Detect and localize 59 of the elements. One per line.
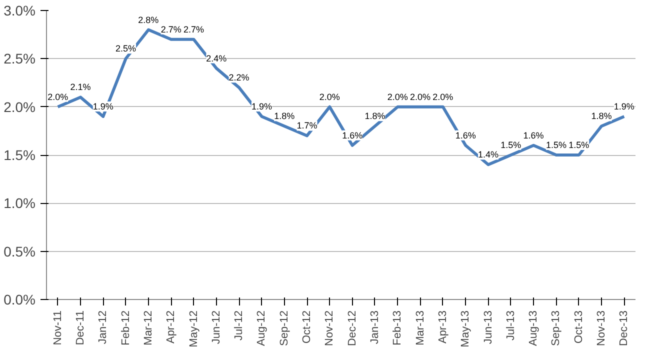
x-tick-label: Mar-12 <box>142 310 154 346</box>
x-tick-label: May-13 <box>460 310 472 348</box>
x-tick-label: Dec-12 <box>346 310 358 346</box>
x-tick-label: Jun-13 <box>482 310 494 344</box>
y-tick-label: 1.5% <box>4 147 36 163</box>
data-label: 1.6% <box>342 130 363 140</box>
x-tick-label: Mar-13 <box>414 310 426 346</box>
data-label: 2.0% <box>387 92 408 102</box>
x-tick-label: Jan-12 <box>97 310 110 344</box>
y-tick-label: 0.5% <box>4 243 36 260</box>
data-label: 1.5% <box>500 140 522 150</box>
x-tick-label: Oct-13 <box>572 310 585 344</box>
x-tick-label: Dec-11 <box>74 310 86 346</box>
y-tick-label: 0.0% <box>4 292 36 308</box>
x-tick-label: Jul-12 <box>233 310 246 340</box>
x-tick-label: Dec-13 <box>618 310 630 346</box>
data-label: 2.2% <box>228 72 250 83</box>
data-label: 1.7% <box>296 120 318 131</box>
data-label: 2.4% <box>206 53 227 64</box>
data-label: 2.7% <box>160 24 182 34</box>
data-label: 1.5% <box>568 140 590 150</box>
data-label: 2.0% <box>432 92 454 102</box>
data-label: 2.0% <box>48 92 68 102</box>
x-tick-label: Nov-11 <box>52 310 64 346</box>
data-label: 2.0% <box>410 92 431 102</box>
x-tick-label: Nov-12 <box>324 310 336 346</box>
data-label: 1.8% <box>591 111 612 122</box>
data-label: 2.1% <box>70 82 91 92</box>
x-tick-label: Jul-13 <box>504 310 517 340</box>
data-label: 1.9% <box>614 101 634 112</box>
x-tick-label: Sep-13 <box>550 310 562 346</box>
y-tick-label: 2.0% <box>4 98 36 115</box>
x-tick-label: Jan-13 <box>368 310 381 344</box>
data-label: 1.8% <box>364 111 386 122</box>
y-tick-label: 3.0% <box>4 2 36 18</box>
x-tick-label: May-12 <box>188 310 200 348</box>
data-label: 1.6% <box>455 130 476 140</box>
x-tick-label: Feb-12 <box>120 310 132 346</box>
data-label: 1.4% <box>478 150 499 160</box>
x-tick-label: Apr-12 <box>165 310 178 344</box>
data-label: 2.5% <box>116 44 136 54</box>
y-tick-label: 2.5% <box>4 50 36 67</box>
data-label: 1.8% <box>274 111 295 122</box>
data-label: 2.8% <box>138 14 159 25</box>
x-tick-label: Oct-12 <box>301 310 314 344</box>
x-tick-label: Aug-12 <box>256 310 268 346</box>
x-tick-label: Nov-13 <box>596 310 608 346</box>
data-label: 1.6% <box>523 130 544 140</box>
x-tick-label: Apr-13 <box>436 310 449 344</box>
data-label: 2.7% <box>183 24 204 34</box>
x-tick-label: Sep-12 <box>278 310 290 346</box>
data-label: 2.0% <box>319 92 340 102</box>
y-tick-label: 1.0% <box>4 195 36 212</box>
x-tick-label: Feb-13 <box>392 310 404 346</box>
x-tick-label: Jun-12 <box>210 310 222 344</box>
data-label: 1.9% <box>251 101 272 112</box>
data-label: 1.9% <box>92 101 114 112</box>
data-label: 1.5% <box>546 140 566 150</box>
x-tick-label: Aug-13 <box>528 310 540 346</box>
